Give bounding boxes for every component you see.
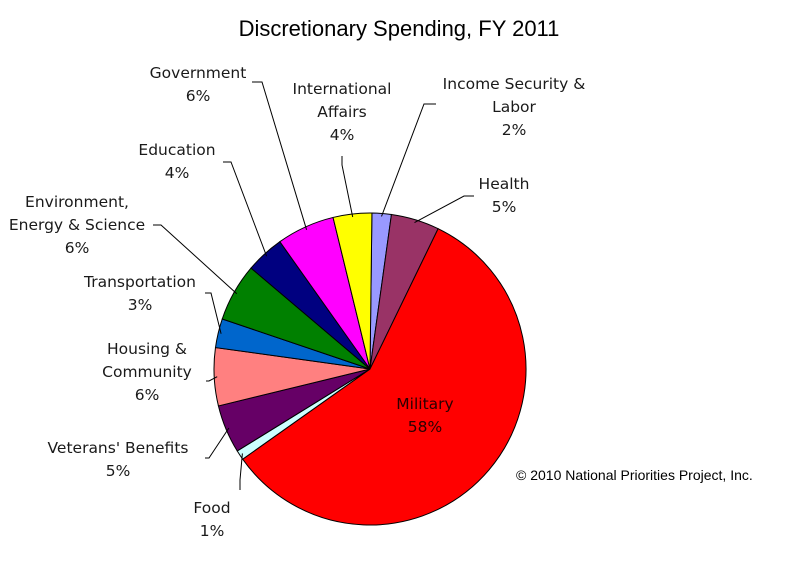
label-environment-energy-science: Environment, Energy & Science 6% [9, 193, 145, 257]
leader-international-affairs [341, 156, 354, 218]
label-government: Government 6% [150, 64, 247, 105]
leader-lines [153, 81, 474, 490]
label-international-affairs: International Affairs 4% [293, 80, 392, 144]
label-veterans-benefits: Veterans' Benefits 5% [48, 439, 189, 480]
leader-housing-community [206, 376, 218, 382]
slice-labels: Income Security & Labor 2% Health 5% Military… [9, 64, 585, 540]
label-transportation: Transportation 3% [83, 273, 196, 314]
label-housing-community: Housing & Community 6% [102, 340, 192, 404]
leader-education [223, 161, 268, 257]
label-military: Military 58% [396, 395, 453, 436]
slice-military [241, 228, 527, 526]
leader-food [239, 453, 243, 490]
label-health: Health 5% [479, 175, 530, 216]
leader-government [252, 81, 308, 230]
label-income-security-labor: Income Security & Labor 2% [443, 75, 586, 139]
label-education: Education 4% [138, 141, 215, 182]
label-food: Food 1% [193, 499, 230, 540]
leader-income-security-labor [381, 103, 436, 217]
pie-slices [213, 212, 527, 526]
leader-veterans-benefits [205, 427, 230, 459]
leader-transportation [205, 292, 222, 334]
leader-environment-energy-science [153, 224, 238, 295]
chart-title: Discretionary Spending, FY 2011 [239, 16, 560, 41]
leader-health [414, 195, 474, 224]
copyright-credit: © 2010 National Priorities Project, Inc. [516, 467, 753, 483]
